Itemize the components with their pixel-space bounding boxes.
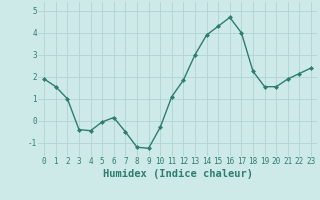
X-axis label: Humidex (Indice chaleur): Humidex (Indice chaleur) — [103, 169, 252, 179]
